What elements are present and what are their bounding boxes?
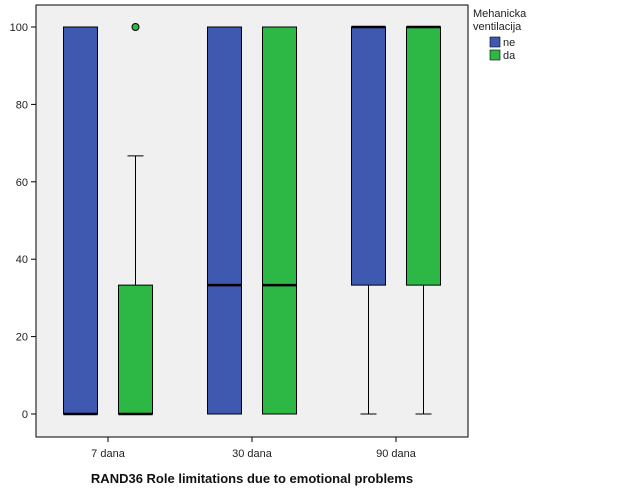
box-ne-2	[351, 25, 386, 415]
legend-swatch-ne	[489, 36, 501, 48]
box-group	[63, 23, 441, 416]
legend-title-line-1: Mehanicka	[473, 8, 527, 20]
box-body-da-1	[262, 26, 297, 415]
x-tick-label-1: 30 dana	[232, 448, 273, 460]
y-tick-label-0: 0	[22, 409, 28, 421]
legend-label-ne: ne	[503, 37, 515, 49]
x-tick-label-2: 90 dana	[376, 448, 417, 460]
plot-area	[35, 4, 469, 438]
box-ne-0	[63, 26, 98, 416]
outlier-da-0-0	[131, 23, 140, 31]
box-body-ne-2	[351, 26, 386, 286]
y-tick-label-40: 40	[16, 254, 28, 266]
y-axis: 0 20 40 60 80 100	[10, 22, 36, 421]
legend-label-da: da	[503, 50, 516, 62]
legend-swatch-da	[489, 49, 501, 61]
box-body-da-2	[406, 26, 441, 286]
x-axis: 7 dana 30 dana 90 dana	[91, 437, 417, 460]
legend-title-line-2: ventilacija	[473, 21, 522, 33]
x-axis-title: RAND36 Role limitations due to emotional…	[91, 471, 413, 486]
box-body-ne-1	[207, 26, 242, 415]
y-tick-label-60: 60	[16, 177, 28, 189]
box-ne-1	[207, 26, 242, 415]
legend: Mehanicka ventilacija ne da	[473, 8, 527, 62]
y-tick-label-20: 20	[16, 332, 28, 344]
y-tick-label-80: 80	[16, 99, 28, 111]
box-da-2	[406, 25, 441, 415]
box-da-1	[262, 26, 297, 415]
box-da-0	[118, 23, 153, 416]
box-body-da-0	[118, 284, 153, 415]
box-body-ne-0	[63, 26, 98, 415]
x-tick-label-0: 7 dana	[91, 448, 126, 460]
y-tick-label-100: 100	[10, 22, 28, 34]
